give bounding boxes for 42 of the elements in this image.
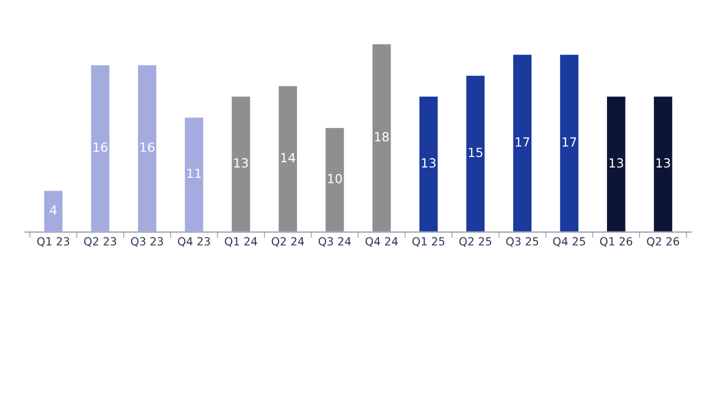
x-tick-label: Q4 25	[553, 237, 586, 247]
bar	[324, 126, 346, 232]
x-tick-label: Q2 25	[459, 237, 492, 247]
data-label: 16	[140, 142, 154, 152]
bar	[277, 84, 298, 232]
bar	[464, 74, 486, 232]
x-tick-label: Q3 23	[131, 237, 163, 247]
bar	[512, 53, 533, 232]
bar	[606, 95, 627, 232]
data-label: 17	[516, 137, 530, 147]
bar	[230, 95, 252, 232]
x-tick-label: Q4 24	[366, 237, 398, 247]
x-tick-label: Q3 24	[318, 237, 351, 247]
data-label: 13	[610, 158, 624, 168]
x-tick-label: Q2 26	[646, 237, 680, 247]
data-label: 13	[422, 158, 436, 168]
x-tick-label: Q4 23	[178, 237, 210, 247]
x-tick-label: Q1 23	[37, 237, 70, 247]
data-label: 14	[281, 153, 296, 162]
x-tick-label: Q1 24	[224, 237, 258, 247]
x-tick-label: Q3 25	[506, 237, 538, 247]
bar	[90, 64, 111, 232]
data-label: 18	[375, 132, 389, 142]
bar	[42, 189, 64, 232]
data-label: 13	[656, 158, 670, 168]
data-label: 13	[234, 158, 248, 168]
x-tick-label: Q1 25	[412, 237, 444, 247]
bar	[652, 95, 674, 232]
x-tick-label: Q2 23	[84, 237, 116, 247]
data-label: 11	[187, 168, 201, 178]
x-tick-label: Q1 26	[600, 237, 632, 247]
data-label: 15	[468, 148, 482, 158]
bar	[371, 42, 392, 232]
data-label: 10	[328, 174, 342, 184]
bar	[418, 95, 440, 232]
x-tick-label: Q2 24	[272, 237, 304, 247]
bar	[136, 64, 158, 232]
data-label: 17	[562, 137, 576, 147]
data-label: 16	[94, 142, 108, 152]
bar	[558, 53, 580, 232]
bar	[184, 116, 205, 232]
data-label: 4	[50, 205, 57, 215]
